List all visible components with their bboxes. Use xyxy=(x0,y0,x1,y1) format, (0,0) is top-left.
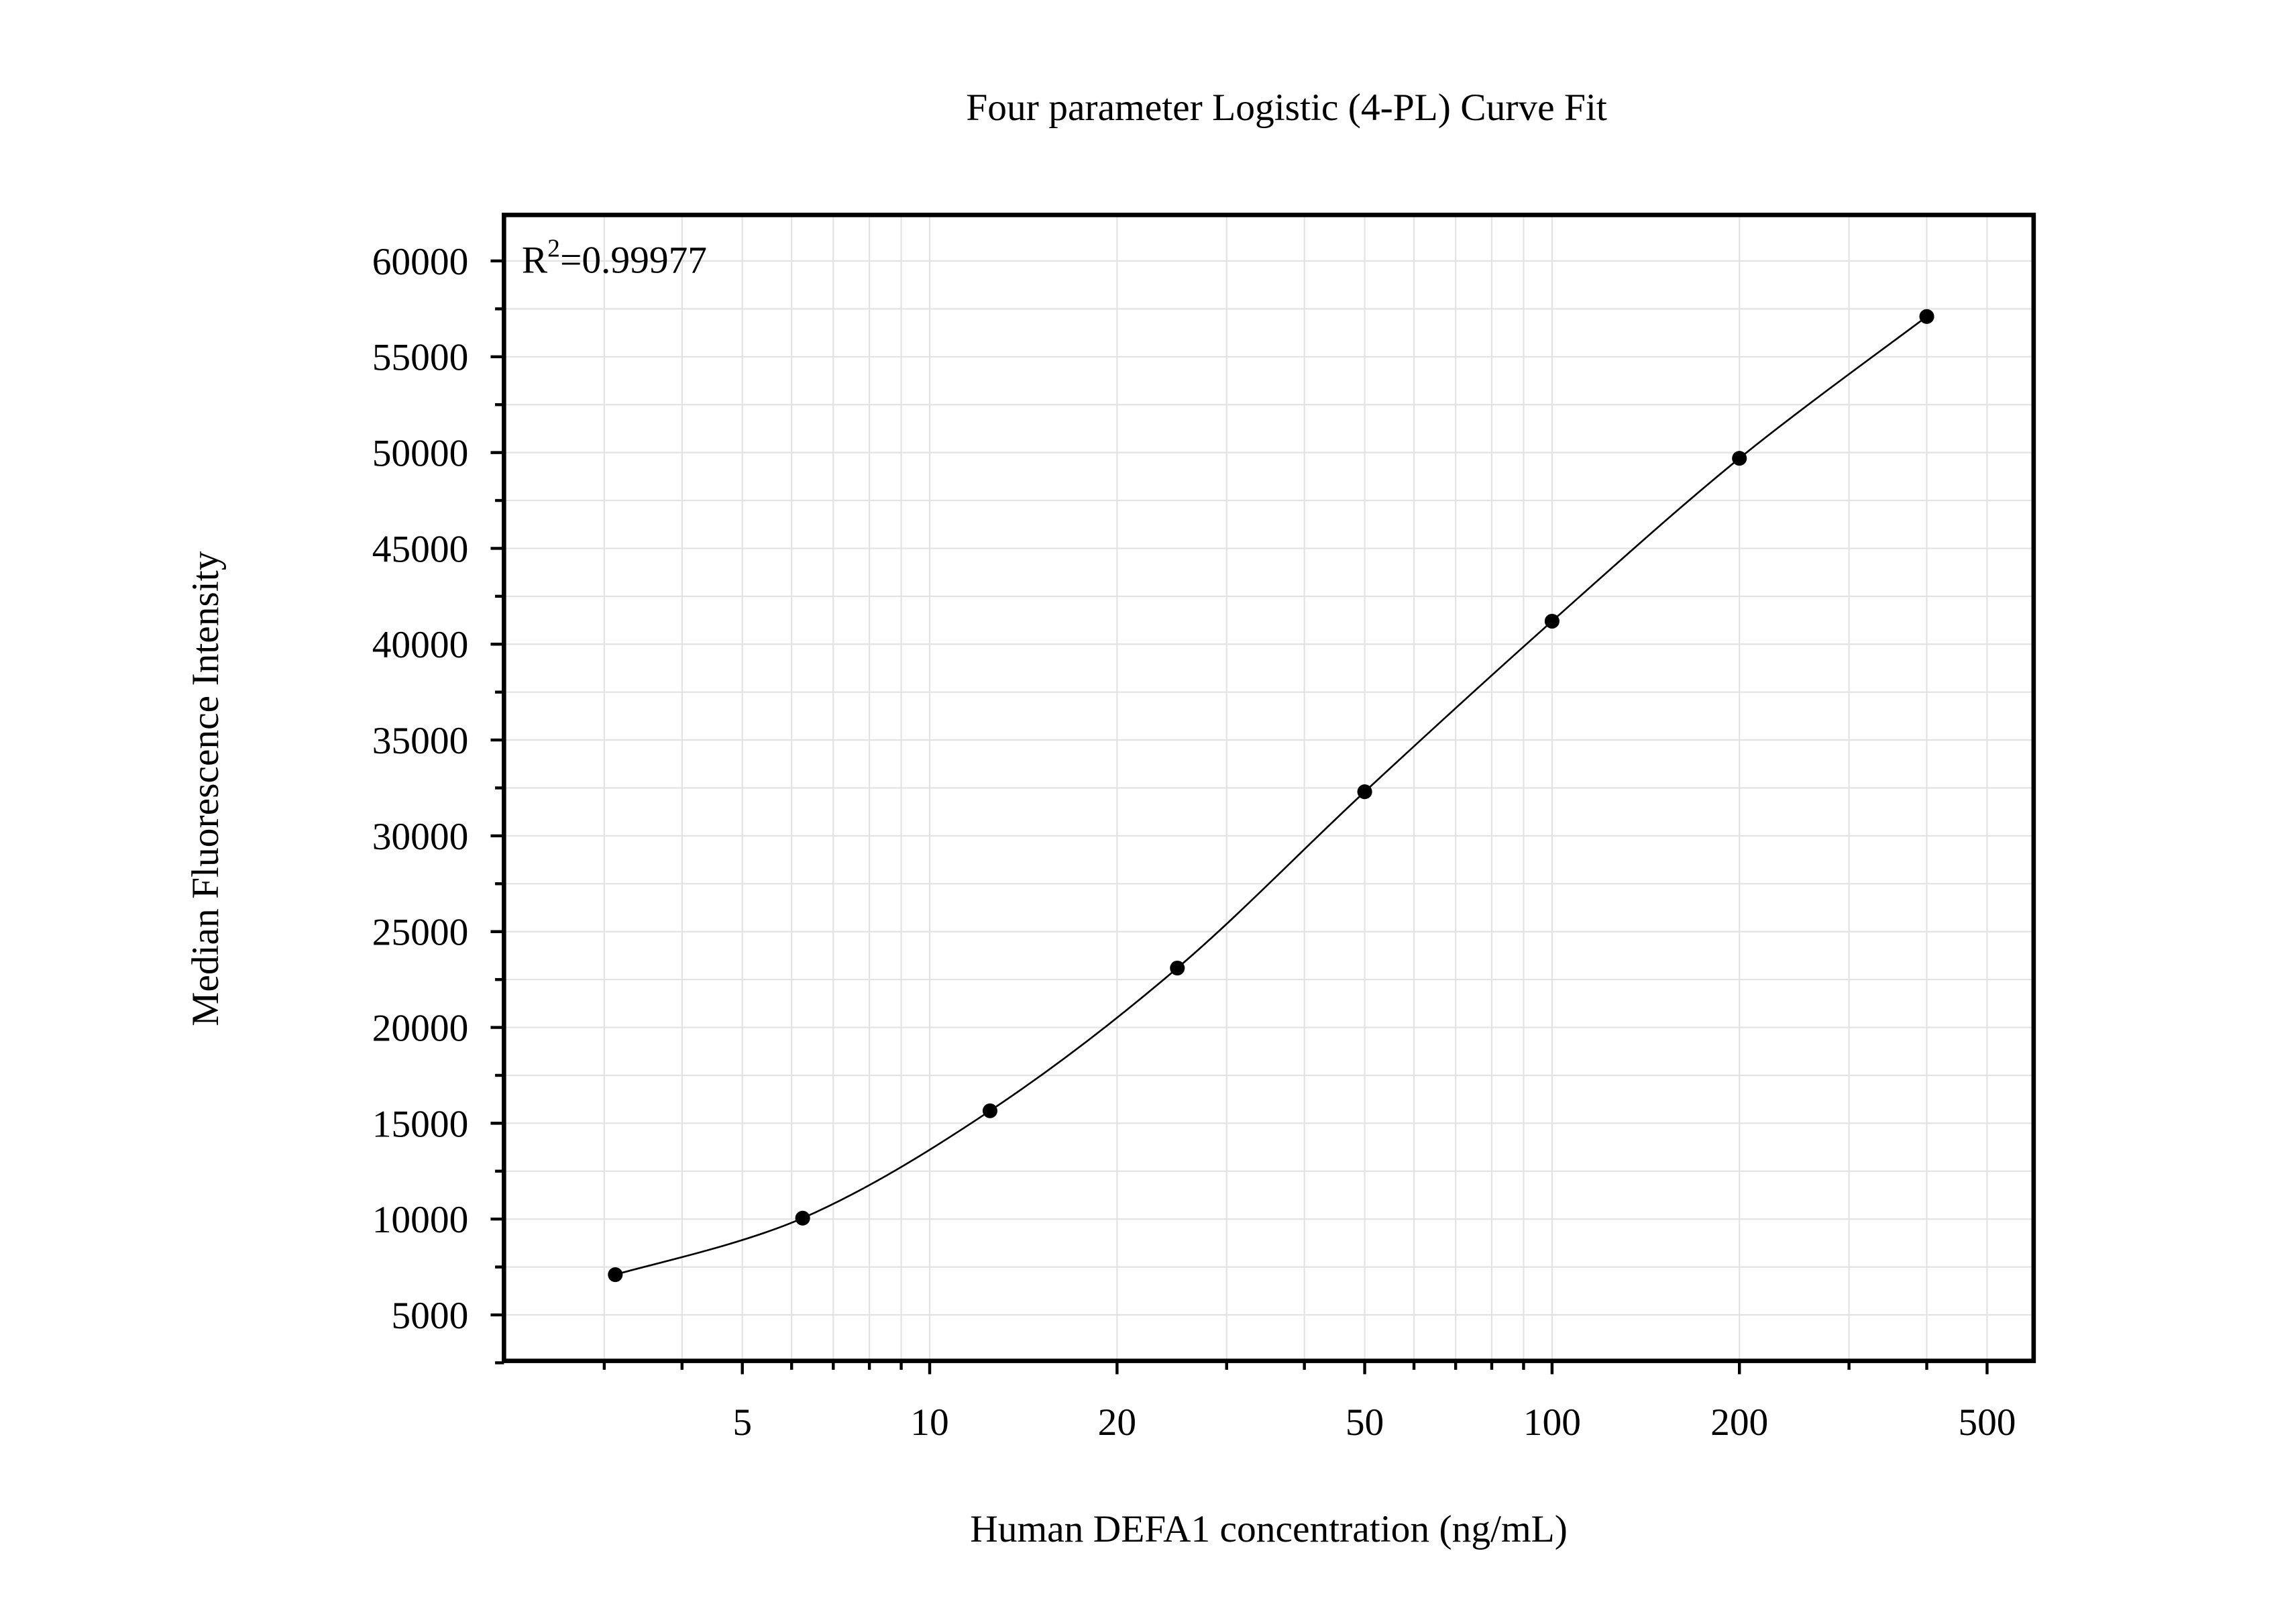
y-tick-label: 40000 xyxy=(372,624,469,666)
y-tick-label: 30000 xyxy=(372,816,469,858)
y-tick-label: 5000 xyxy=(391,1295,468,1337)
data-point xyxy=(608,1267,623,1283)
y-tick-label: 45000 xyxy=(372,528,469,570)
y-tick-label: 20000 xyxy=(372,1007,469,1049)
y-tick-label: 60000 xyxy=(372,241,469,283)
x-tick-label: 10 xyxy=(910,1401,948,1444)
x-axis-label: Human DEFA1 concentration (ng/mL) xyxy=(970,1508,1568,1550)
x-tick-label: 20 xyxy=(1098,1401,1136,1444)
chart-title: Four parameter Logistic (4-PL) Curve Fit xyxy=(966,87,1607,129)
fit-curve xyxy=(614,315,1928,1276)
y-tick-label: 25000 xyxy=(372,912,469,954)
x-tick-label: 50 xyxy=(1346,1401,1384,1444)
data-point xyxy=(1732,451,1747,466)
x-tick-label: 100 xyxy=(1523,1401,1581,1444)
data-point xyxy=(1170,960,1185,976)
x-tick-label: 200 xyxy=(1710,1401,1768,1444)
y-tick-label: 35000 xyxy=(372,720,469,762)
data-point xyxy=(1919,309,1934,324)
data-point xyxy=(1357,784,1372,800)
grid xyxy=(504,215,2034,1361)
data-points xyxy=(608,309,1934,1283)
x-tick-label: 5 xyxy=(732,1401,752,1444)
y-tick-label: 15000 xyxy=(372,1103,469,1145)
data-point xyxy=(1544,613,1560,629)
y-tick-label: 55000 xyxy=(372,337,469,379)
r-squared-annotation: R2=0.99977 xyxy=(522,235,707,281)
data-point xyxy=(795,1210,810,1226)
plot-frame xyxy=(502,213,2036,1363)
x-tick-label: 500 xyxy=(1958,1401,2016,1444)
y-axis-label: Median Fluorescence Intensity xyxy=(184,551,227,1026)
y-tick-label: 50000 xyxy=(372,433,469,475)
data-point xyxy=(982,1103,997,1118)
fit-curve-layer xyxy=(614,315,1928,1276)
y-tick-label: 10000 xyxy=(372,1199,469,1241)
axis-ticks: 5 10 20 50 100 200 500 5000 10000 15000 20000 25000… xyxy=(372,241,2016,1444)
